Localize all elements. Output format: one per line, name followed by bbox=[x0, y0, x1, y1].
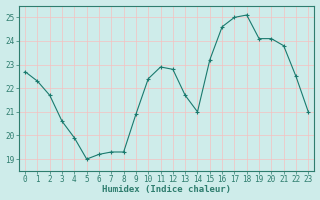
X-axis label: Humidex (Indice chaleur): Humidex (Indice chaleur) bbox=[102, 185, 231, 194]
